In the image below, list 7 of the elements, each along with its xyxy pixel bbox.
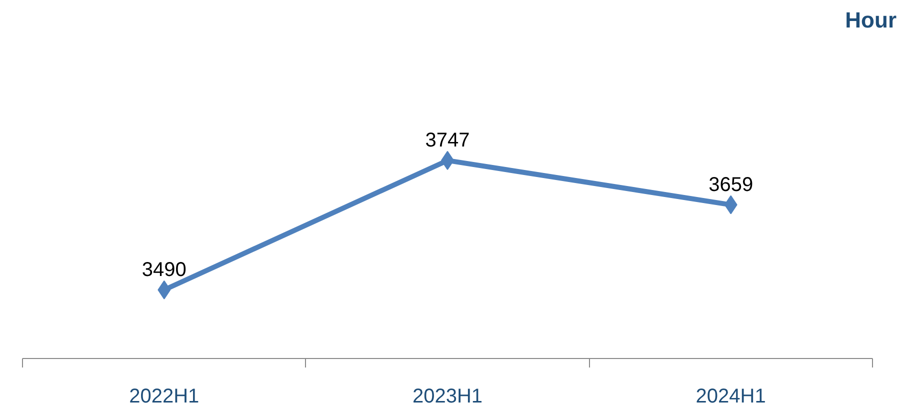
x-tick-label: 2023H1 <box>412 386 483 408</box>
x-tick-label: 2024H1 <box>696 386 766 408</box>
data-label: 3747 <box>425 129 470 152</box>
data-label: 3659 <box>708 174 754 196</box>
data-label: 3490 <box>142 258 186 281</box>
x-tick-label: 2022H1 <box>129 386 200 408</box>
text: Hour <box>845 8 897 32</box>
